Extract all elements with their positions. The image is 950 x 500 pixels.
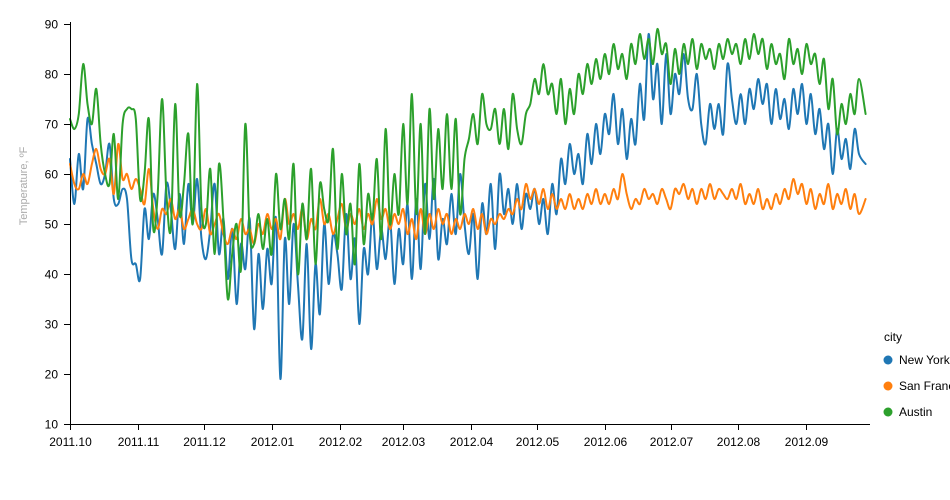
- x-tick-label-2011.12: 2011.12: [183, 435, 226, 449]
- x-axis: 2011.10 2011.11 2011.12 2012.01 2012.02 2012.…: [49, 424, 870, 449]
- legend-swatch-austin: [883, 407, 893, 417]
- legend-title: city: [884, 330, 902, 344]
- y-tick-label-90: 90: [45, 18, 59, 32]
- y-tick-label-40: 40: [45, 268, 59, 282]
- x-tick-label-2012.02: 2012.02: [319, 435, 363, 449]
- x-tick-label-2012.01: 2012.01: [251, 435, 295, 449]
- x-tick-label-2012.03: 2012.03: [382, 435, 426, 449]
- x-tick-label-2012.04: 2012.04: [450, 435, 494, 449]
- legend-label-san-francisco: San Francisco: [899, 379, 950, 393]
- y-axis: 10 20 30 40 50 60 70 80 90: [45, 18, 71, 432]
- x-tick-label-2012.09: 2012.09: [785, 435, 829, 449]
- x-tick-label-2012.08: 2012.08: [717, 435, 761, 449]
- y-tick-label-60: 60: [45, 168, 59, 182]
- legend: city New York San Francisco Austin: [883, 330, 950, 419]
- legend-label-austin: Austin: [899, 405, 932, 419]
- x-tick-label-2012.05: 2012.05: [516, 435, 560, 449]
- series-line-new-york: [69, 32, 867, 381]
- x-tick-label-2012.06: 2012.06: [584, 435, 628, 449]
- legend-label-new-york: New York: [899, 353, 950, 367]
- y-tick-label-10: 10: [45, 418, 59, 432]
- series-layer: [69, 27, 867, 381]
- y-tick-label-80: 80: [45, 68, 59, 82]
- plot-area: [69, 27, 867, 381]
- y-tick-label-20: 20: [45, 368, 59, 382]
- legend-swatch-new-york: [883, 355, 893, 365]
- series-line-san-francisco: [69, 142, 867, 246]
- x-tick-label-2011.10: 2011.10: [49, 435, 92, 449]
- x-tick-label-2012.07: 2012.07: [650, 435, 694, 449]
- x-tick-label-2011.11: 2011.11: [118, 435, 160, 449]
- series-line-austin: [69, 27, 867, 301]
- legend-swatch-san-francisco: [883, 381, 893, 391]
- y-axis-title: Temperature, ºF: [18, 146, 30, 225]
- y-tick-label-50: 50: [45, 218, 59, 232]
- y-tick-label-70: 70: [45, 118, 59, 132]
- y-tick-label-30: 30: [45, 318, 59, 332]
